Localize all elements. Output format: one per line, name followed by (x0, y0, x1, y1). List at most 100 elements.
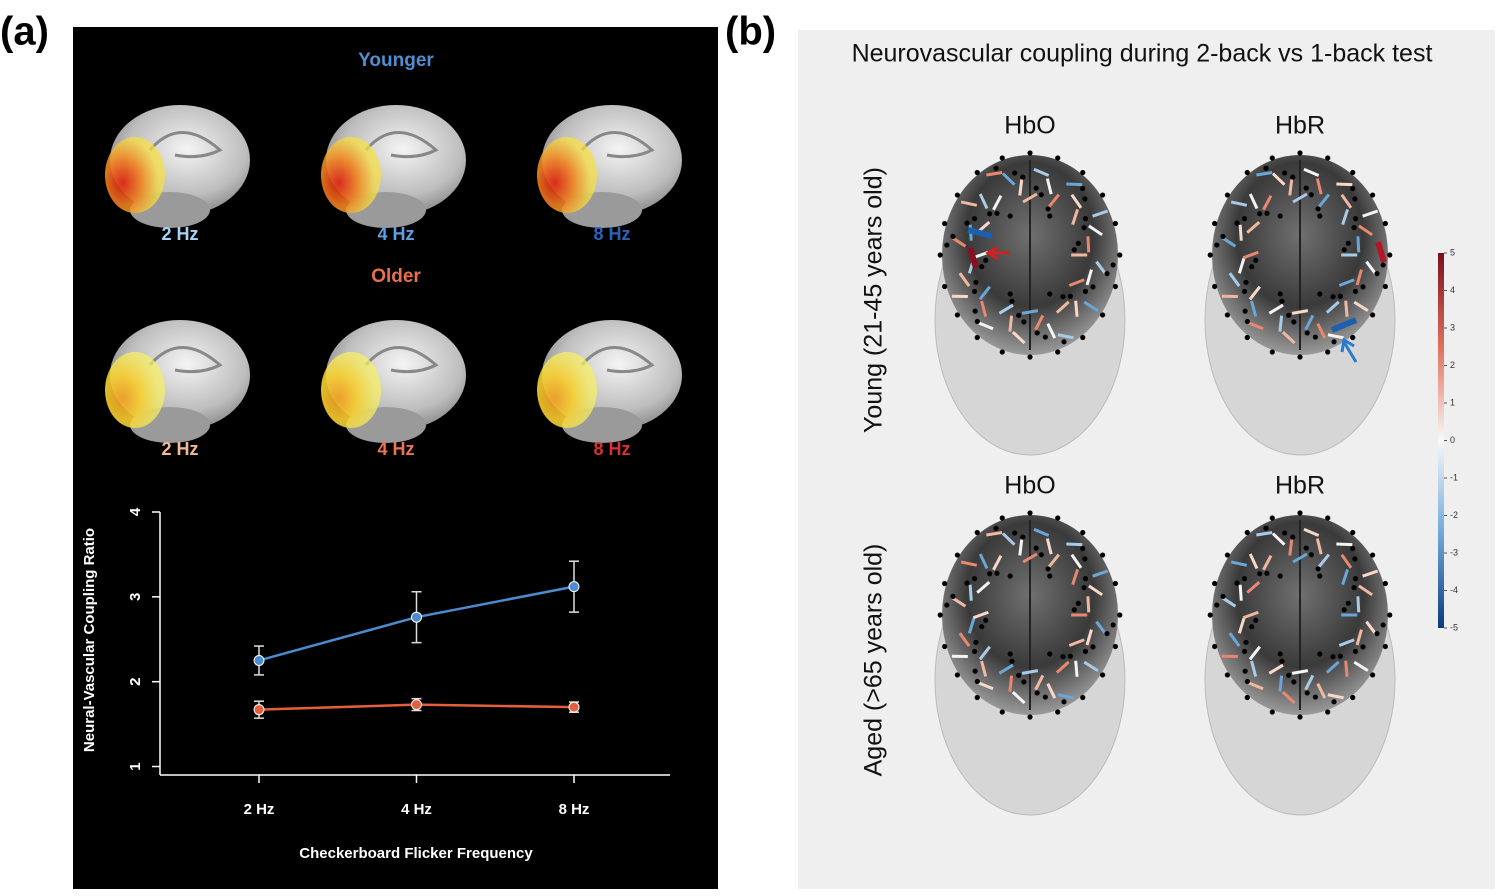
optode (964, 221, 969, 226)
optode (1278, 213, 1283, 218)
optode (1083, 649, 1088, 654)
optode (1350, 335, 1355, 340)
optode (1080, 335, 1085, 340)
optode (1286, 313, 1291, 318)
optode (1068, 294, 1073, 299)
optode (1242, 216, 1247, 221)
optode (1082, 196, 1087, 201)
optode (1043, 694, 1048, 699)
optode (1214, 602, 1219, 607)
optode (1279, 299, 1284, 304)
optode (1338, 294, 1343, 299)
optode (1278, 291, 1283, 296)
optode (1117, 252, 1122, 257)
optode (1225, 312, 1230, 317)
optode (942, 581, 947, 586)
optode (1350, 170, 1355, 175)
y-tick-label: 4 (127, 507, 144, 516)
colorbar-tick-label: 5 (1450, 247, 1455, 257)
optode (1060, 294, 1065, 299)
optode (1263, 166, 1268, 171)
data-point (412, 700, 422, 710)
optode (1383, 644, 1388, 649)
column-label: HbO (1004, 472, 1055, 500)
optode (1080, 530, 1085, 535)
condition-label: 4 Hz (377, 224, 414, 244)
optode (1000, 349, 1005, 354)
optode (1387, 252, 1392, 257)
condition-label: 8 Hz (593, 439, 630, 459)
optode (1242, 649, 1247, 654)
optode (1021, 319, 1026, 324)
channel (1076, 661, 1077, 677)
optode (1249, 624, 1254, 629)
optode (1309, 192, 1314, 197)
optode (1035, 330, 1040, 335)
optode (1353, 216, 1358, 221)
group-label: Older (371, 266, 421, 287)
optode (1245, 170, 1250, 175)
optode (1331, 339, 1336, 344)
optode (1035, 690, 1040, 695)
channel (1280, 676, 1282, 692)
optode (1370, 672, 1375, 677)
optode (1352, 556, 1357, 561)
optode (950, 234, 955, 239)
optode (975, 170, 980, 175)
optode (1061, 699, 1066, 704)
optode (1351, 225, 1356, 230)
optode (938, 252, 943, 257)
optode (1090, 644, 1095, 649)
optode (983, 258, 988, 263)
optode (1291, 679, 1296, 684)
optode (1027, 510, 1032, 515)
channel (1358, 596, 1359, 612)
optode (1220, 234, 1225, 239)
optode (1045, 206, 1050, 211)
optode (1297, 150, 1302, 155)
optode (987, 571, 992, 576)
optode (1208, 612, 1213, 617)
channel (970, 585, 971, 601)
optode (975, 335, 980, 340)
optode (1080, 170, 1085, 175)
optode (1242, 576, 1247, 581)
optode (1045, 566, 1050, 571)
channel (1066, 544, 1082, 545)
data-point (254, 655, 264, 665)
optode (1245, 335, 1250, 340)
optode (1212, 221, 1217, 226)
optode (1360, 284, 1365, 289)
optode (1104, 271, 1109, 276)
optode (1012, 530, 1017, 535)
optode (1043, 334, 1048, 339)
optode (1305, 330, 1310, 335)
colorbar-tick-label: -4 (1450, 585, 1458, 595)
optode (1253, 258, 1258, 263)
optode (1360, 644, 1365, 649)
optode (1113, 644, 1118, 649)
optode (1353, 576, 1358, 581)
row-label: Aged (>65 years old) (860, 544, 888, 777)
optode (1243, 309, 1248, 314)
optode (1370, 192, 1375, 197)
colorbar-tick-label: 2 (1450, 360, 1455, 370)
column-label: HbR (1275, 112, 1325, 140)
optode (1297, 714, 1302, 719)
optode (1317, 213, 1322, 218)
colorbar-tick-label: -2 (1450, 510, 1458, 520)
optode (1245, 679, 1250, 684)
optode (972, 649, 977, 654)
optode (1264, 211, 1269, 216)
optode (1111, 262, 1116, 267)
optode (1290, 534, 1295, 539)
optode (955, 552, 960, 557)
optode (1370, 552, 1375, 557)
optode (1325, 515, 1330, 520)
optode (1290, 174, 1295, 179)
optode (1234, 221, 1239, 226)
data-point (569, 702, 579, 712)
channel (1020, 180, 1022, 196)
optode (1047, 651, 1052, 656)
panel-title: Neurovascular coupling during 2-back vs … (852, 40, 1433, 68)
